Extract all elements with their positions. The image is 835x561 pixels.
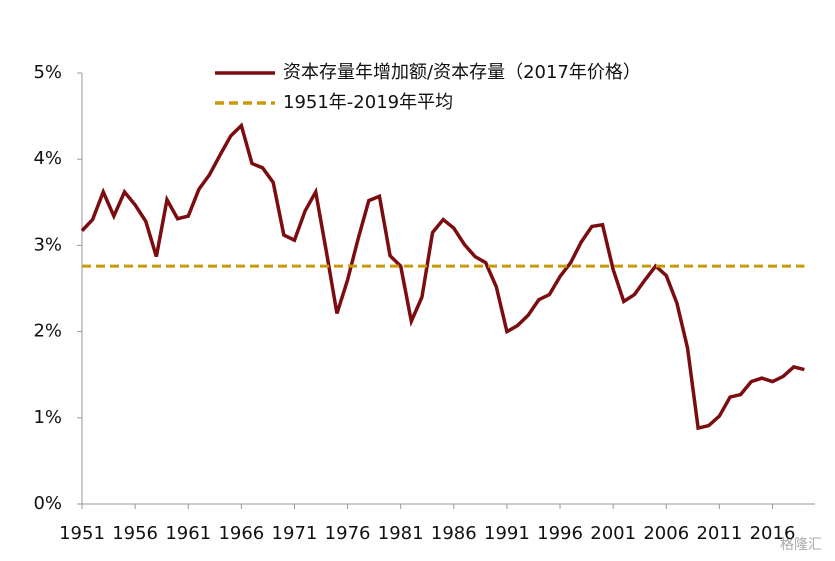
x-tick-label: 2011 xyxy=(696,523,742,544)
x-tick-label: 2001 xyxy=(590,523,636,544)
x-tick-label: 2006 xyxy=(643,523,689,544)
x-tick-label: 1981 xyxy=(378,523,424,544)
y-tick-label: 4% xyxy=(33,148,62,169)
x-tick-label: 1966 xyxy=(218,523,264,544)
watermark: 格隆汇 xyxy=(780,537,822,553)
y-tick-label: 1% xyxy=(33,407,62,428)
x-tick-label: 2016 xyxy=(750,523,796,544)
y-tick-label: 5% xyxy=(33,62,62,83)
legend-label: 资本存量年增加额/资本存量（2017年价格） xyxy=(283,62,641,83)
y-tick-label: 2% xyxy=(33,321,62,342)
x-tick-label: 1991 xyxy=(484,523,530,544)
x-tick-label: 1951 xyxy=(59,523,105,544)
x-tick-label: 1986 xyxy=(431,523,477,544)
legend-label: 1951年-2019年平均 xyxy=(283,92,453,113)
y-tick-label: 0% xyxy=(33,493,62,514)
y-tick-label: 3% xyxy=(33,234,62,255)
x-tick-label: 1971 xyxy=(272,523,318,544)
x-tick-label: 1976 xyxy=(325,523,371,544)
x-tick-label: 1956 xyxy=(112,523,158,544)
x-tick-label: 1996 xyxy=(537,523,583,544)
line-series xyxy=(80,122,805,431)
x-tick-label: 1961 xyxy=(165,523,211,544)
